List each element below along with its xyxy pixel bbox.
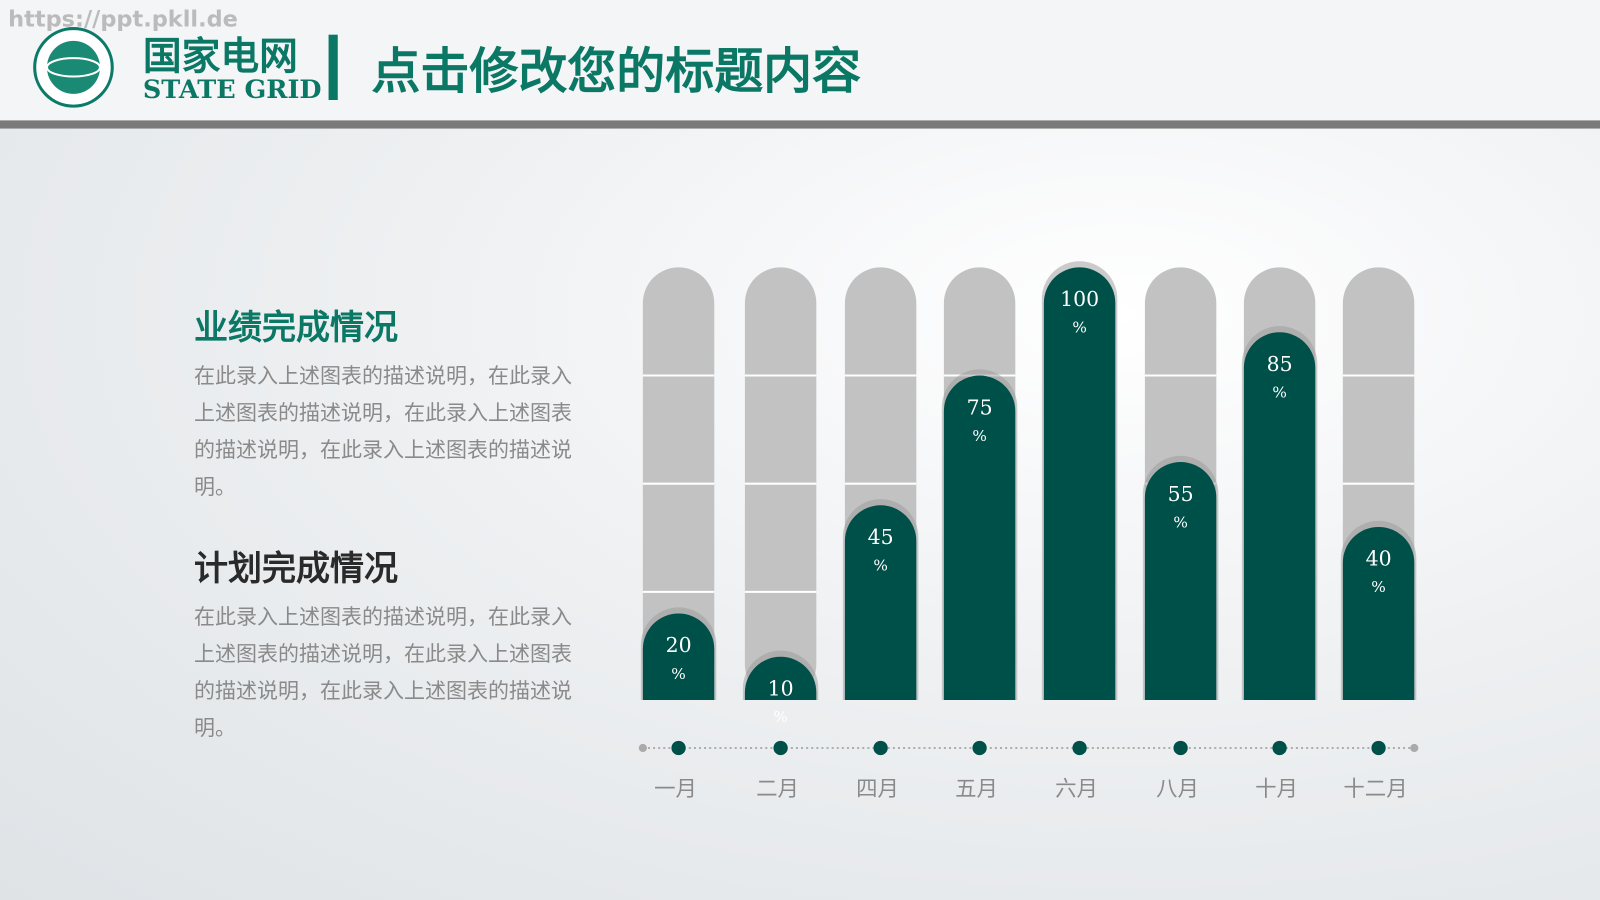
x-tick-label: 六月 <box>1055 777 1098 802</box>
timeline-dot <box>972 740 987 756</box>
section-text: 在此录入上述图表的描述说明，在此录入上述图表的描述说明，在此录入上述图表的描述说… <box>194 364 572 499</box>
timeline-dot <box>1371 740 1386 756</box>
bar <box>943 375 1016 700</box>
timeline-dot <box>671 740 686 756</box>
value-label: 10% <box>768 677 794 727</box>
logo-name-en: STATE GRID <box>143 75 322 105</box>
logo-globe <box>46 40 100 94</box>
timeline-end <box>1410 743 1419 753</box>
value-label: 40% <box>1366 547 1392 597</box>
section-heading: 计划完成情况 <box>194 549 398 589</box>
value-label: 45% <box>868 525 894 575</box>
value-label: 100% <box>1060 287 1099 337</box>
timeline-dot <box>1173 740 1188 756</box>
title-divider <box>328 34 338 100</box>
logo-name-cn: 国家电网 <box>143 34 298 79</box>
timeline-dot <box>1072 740 1087 756</box>
x-tick-label: 二月 <box>756 777 799 802</box>
slide-title: 点击修改您的标题内容 <box>371 43 861 100</box>
value-label: 55% <box>1168 482 1194 532</box>
bar <box>744 656 817 700</box>
timeline-dot <box>1272 740 1287 756</box>
value-label: 85% <box>1267 352 1293 402</box>
x-tick-label: 八月 <box>1156 777 1199 802</box>
bar <box>1144 462 1217 700</box>
section-heading: 业绩完成情况 <box>194 308 398 348</box>
logo-globe-line <box>45 57 102 78</box>
x-tick-label: 十月 <box>1255 777 1298 802</box>
x-tick-label: 一月 <box>654 777 697 802</box>
section-text: 在此录入上述图表的描述说明，在此录入上述图表的描述说明，在此录入上述图表的描述说… <box>194 605 572 740</box>
bar <box>1342 526 1415 700</box>
x-tick-label: 十二月 <box>1343 777 1407 802</box>
header-rule <box>0 120 1600 129</box>
x-tick-label: 四月 <box>856 777 899 802</box>
bar <box>642 613 715 700</box>
timeline-end <box>638 743 647 753</box>
bar <box>1043 267 1116 700</box>
timeline-dot <box>773 740 788 756</box>
watermark: https://ppt.pkll.de <box>8 7 238 33</box>
bar <box>844 505 917 700</box>
bar <box>1243 332 1316 700</box>
timeline-dot <box>873 740 888 756</box>
value-label: 75% <box>967 395 993 445</box>
value-label: 20% <box>666 633 692 683</box>
x-tick-label: 五月 <box>955 777 998 802</box>
header-band <box>0 0 1600 121</box>
